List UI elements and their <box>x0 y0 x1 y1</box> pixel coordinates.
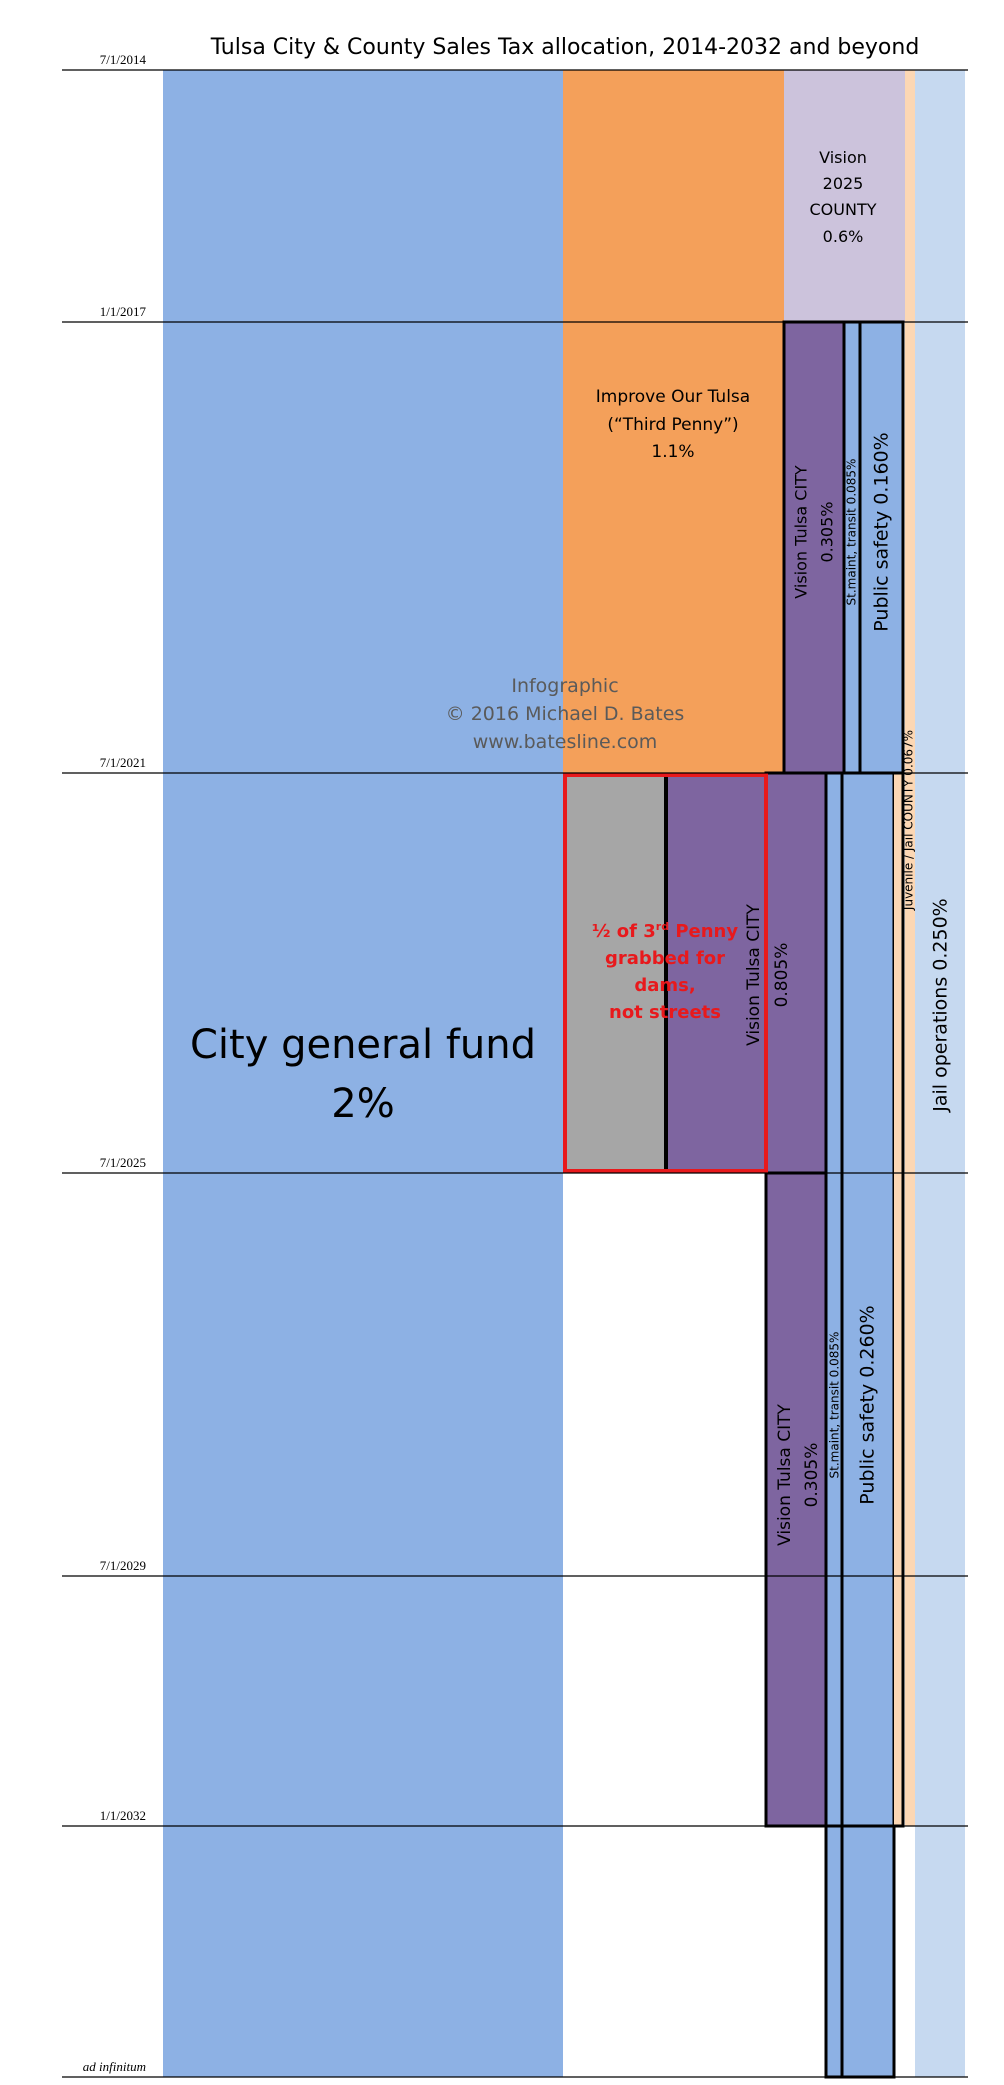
band-vision-2025-county <box>784 70 905 322</box>
date-tick-label: 7/1/2014 <box>100 52 147 67</box>
label-vision-tulsa-city-1-rate: 0.305% <box>818 501 837 562</box>
label-grabbed-line3: dams, <box>634 975 695 996</box>
credit-line3: www.batesline.com <box>473 731 658 753</box>
band-vision-tulsa-city-grab <box>666 773 766 1173</box>
label-city-general-fund: City general fund <box>190 1022 536 1068</box>
label-grabbed-line2: grabbed for <box>605 948 725 969</box>
label-vision-2025-2: 2025 <box>823 174 864 193</box>
highlight-grabbed-box <box>563 773 768 1173</box>
label-improve-our-tulsa: Improve Our Tulsa <box>596 387 750 407</box>
date-tick-label: 7/1/2025 <box>100 1155 146 1170</box>
label-vision-tulsa-city-2: Vision Tulsa CITY <box>744 904 764 1046</box>
label-vision-tulsa-city-2-rate: 0.805% <box>772 943 792 1008</box>
label-st-maint-transit-2: St.maint, transit 0.085% <box>828 1332 842 1479</box>
label-grabbed-line1: ½ of 3rd Penny <box>592 920 738 942</box>
band-jail-operations <box>915 70 965 2077</box>
label-vision-tulsa-city-3-rate: 0.305% <box>802 1443 822 1508</box>
band-juvenile-jail-county <box>905 70 915 1826</box>
date-tick-labels: 7/1/2014 1/1/2017 7/1/2021 7/1/2025 7/1/2029… <box>83 52 147 2074</box>
band-improve-our-tulsa <box>563 70 784 773</box>
label-grabbed-superscript: rd <box>656 920 669 933</box>
band-city-general-fund <box>163 70 563 2077</box>
label-st-maint-transit-1: St.maint, transit 0.085% <box>845 459 859 606</box>
date-tick-label: 7/1/2021 <box>100 755 146 770</box>
allocation-bands <box>163 70 965 2079</box>
date-tick-label: ad infinitum <box>83 2059 146 2074</box>
label-city-general-fund-rate: 2% <box>331 1081 394 1127</box>
label-vision-tulsa-city-1: Vision Tulsa CITY <box>792 465 811 599</box>
label-public-safety-2: Public safety 0.260% <box>857 1305 879 1504</box>
label-improve-our-tulsa-sub: (“Third Penny”) <box>607 415 738 435</box>
label-vision-2025-1: Vision <box>819 148 867 167</box>
credit-line1: Infographic <box>511 675 618 697</box>
band-grabbed-third-penny <box>563 773 666 1173</box>
label-grabbed-penny: Penny <box>669 921 738 942</box>
label-vision-2025-rate: 0.6% <box>823 227 864 246</box>
band-juvenile-strip-2 <box>894 773 903 1826</box>
band-vision-tulsa-city-2 <box>766 773 826 1173</box>
label-improve-our-tulsa-rate: 1.1% <box>651 442 694 462</box>
label-public-safety-1: Public safety 0.160% <box>871 432 893 631</box>
date-gridlines <box>62 69 968 2078</box>
label-vision-tulsa-city-3: Vision Tulsa CITY <box>775 1404 795 1546</box>
label-grabbed-line4: not streets <box>609 1002 721 1023</box>
credit-line2: © 2016 Michael D. Bates <box>446 703 685 725</box>
date-tick-label: 7/1/2029 <box>100 1558 146 1573</box>
chart-title: Tulsa City & County Sales Tax allocation… <box>210 35 920 60</box>
date-tick-label: 1/1/2032 <box>100 1808 146 1823</box>
label-vision-2025-3: COUNTY <box>810 200 877 219</box>
date-tick-label: 1/1/2017 <box>100 304 147 319</box>
band-labels: City general fund 2% Improve Our Tulsa (“Th… <box>190 148 952 1546</box>
label-juvenile-jail-county: Juvenile / Jail COUNTY 0.067% <box>902 730 916 911</box>
label-jail-operations: Jail operations 0.250% <box>930 898 952 1112</box>
